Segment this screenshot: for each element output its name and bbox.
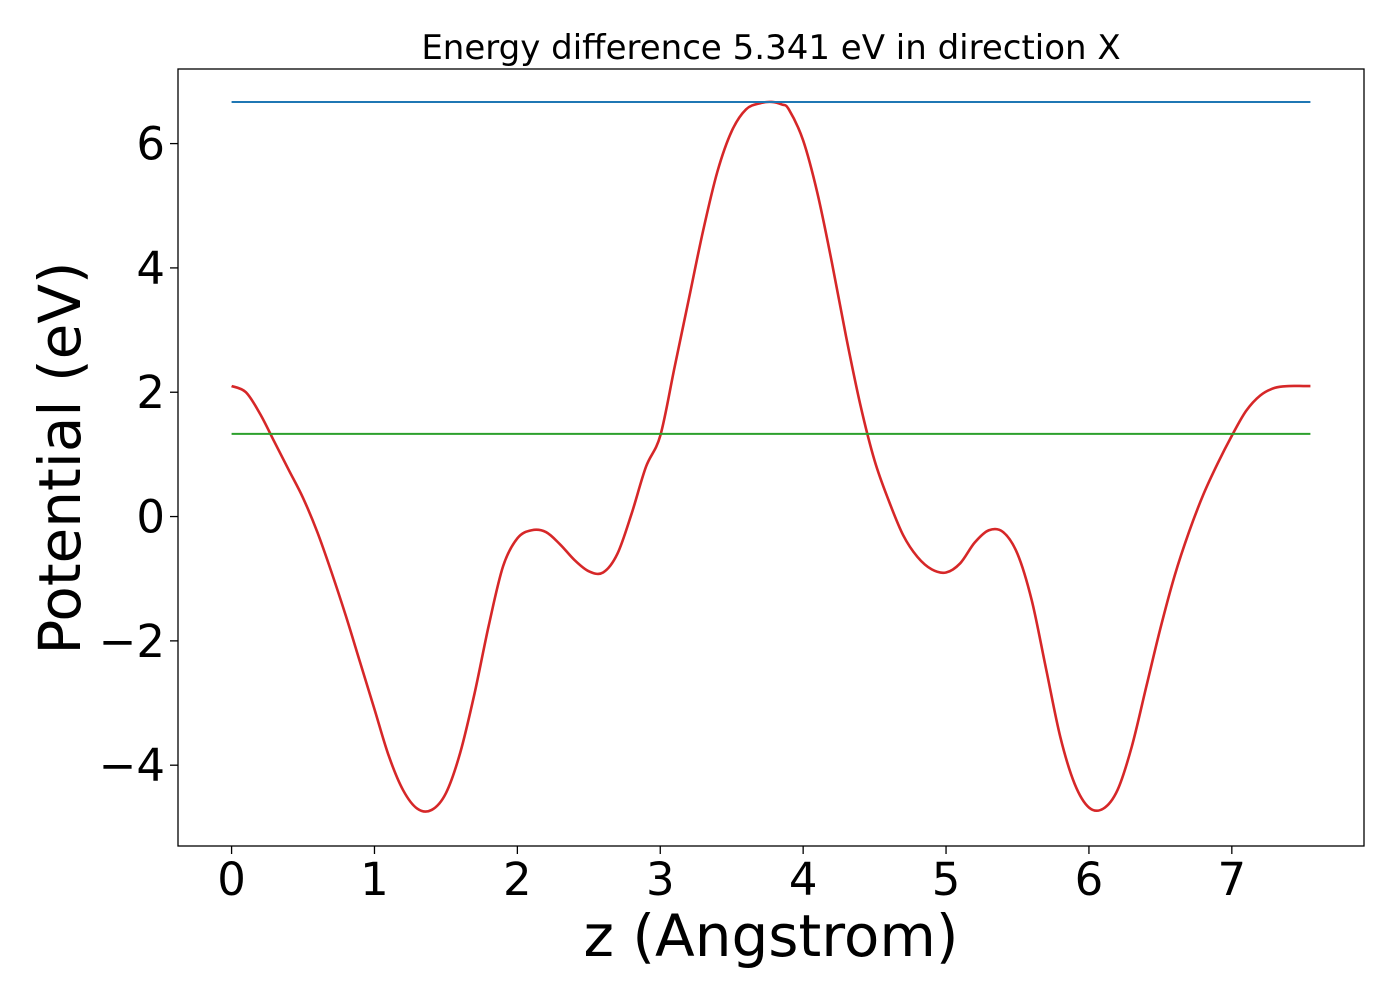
x-tick-label: 0: [217, 853, 246, 906]
series-layer: [231, 100, 1311, 813]
x-tick-label: 5: [932, 853, 961, 906]
x-axis-ticks: 0 1 2 3 4 5 6 7: [217, 846, 1246, 906]
y-tick-label: −4: [99, 739, 165, 792]
y-tick-label: 4: [136, 242, 165, 295]
x-tick-label: 7: [1218, 853, 1247, 906]
plot-background: [178, 69, 1364, 846]
y-tick-label: 0: [136, 491, 165, 544]
y-tick-label: −2: [99, 615, 165, 668]
chart-title: Energy difference 5.341 eV in direction …: [421, 28, 1120, 68]
y-tick-label: 6: [136, 118, 165, 171]
y-axis-ticks: −4 −2 0 2 4 6: [99, 118, 178, 792]
x-tick-label: 1: [360, 853, 389, 906]
x-tick-label: 2: [503, 853, 532, 906]
y-tick-label: 2: [136, 366, 165, 419]
potential-curve: [231, 100, 1311, 813]
x-tick-label: 6: [1075, 853, 1104, 906]
y-axis-label: Potential (eV): [26, 261, 94, 654]
plot-frame: [177, 68, 1365, 847]
x-tick-label: 4: [789, 853, 818, 906]
x-tick-label: 3: [646, 853, 675, 906]
x-axis-label: z (Angstrom): [584, 902, 959, 970]
